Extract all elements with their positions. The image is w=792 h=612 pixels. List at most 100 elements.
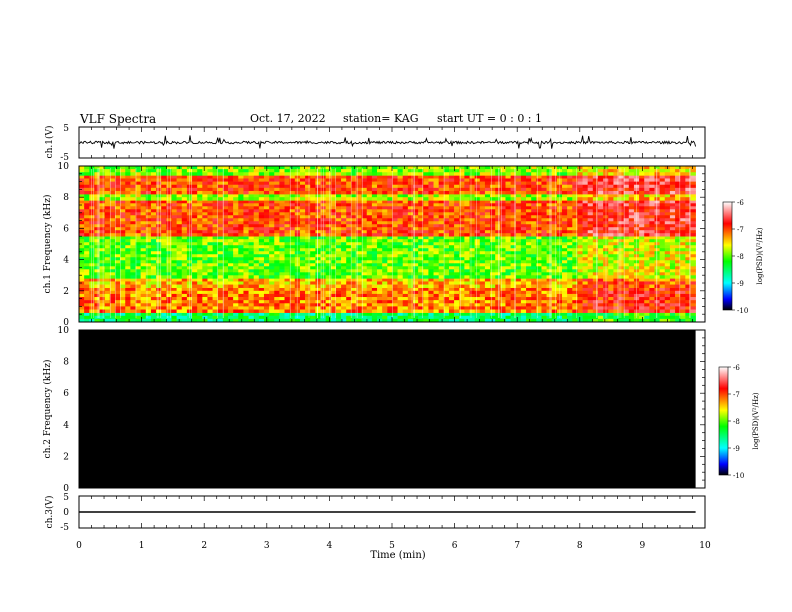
heatmap-cell [515, 221, 522, 225]
heatmap-cell [664, 300, 671, 304]
heatmap-cell [685, 281, 691, 285]
heatmap-cell [114, 245, 121, 249]
heatmap-cell [161, 206, 167, 210]
heatmap-cell [546, 263, 553, 267]
heatmap-cell [361, 233, 368, 237]
heatmap-cell [623, 200, 630, 204]
heatmap-cell [597, 224, 604, 228]
heatmap-cell [407, 318, 414, 323]
heatmap-cell [228, 263, 234, 267]
heatmap-cell [351, 260, 357, 264]
heatmap-cell [531, 315, 537, 320]
heatmap-cell [664, 203, 671, 207]
heatmap-cell [171, 251, 177, 255]
heatmap-cell [418, 242, 424, 246]
heatmap-cell [685, 200, 691, 204]
heatmap-cell [243, 215, 249, 219]
heatmap-cell [294, 275, 301, 279]
heatmap-cell [130, 257, 136, 261]
heatmap-cell [608, 236, 614, 240]
heatmap-cell [243, 312, 249, 317]
heatmap-cell [572, 209, 578, 213]
heatmap-cell [325, 206, 332, 210]
heatmap-cell [274, 309, 280, 313]
heatmap-cell [515, 266, 522, 270]
heatmap-cell [248, 312, 255, 317]
heatmap-cell [618, 309, 624, 313]
heatmap-cell [305, 239, 311, 243]
heatmap-cell [197, 224, 203, 228]
heatmap-cell [346, 212, 352, 216]
heatmap-cell [515, 297, 522, 301]
heatmap-cell [526, 293, 532, 298]
heatmap-cell [233, 272, 239, 276]
heatmap-cell [356, 287, 362, 292]
heatmap-cell [186, 278, 193, 282]
heatmap-cell [484, 260, 491, 264]
heatmap-cell [330, 200, 337, 204]
heatmap-cell [546, 303, 553, 307]
heatmap-cell [397, 242, 404, 246]
heatmap-cell [531, 290, 537, 295]
heatmap-cell [299, 248, 306, 252]
heatmap-cell [649, 200, 655, 204]
heatmap-cell [551, 224, 558, 228]
heatmap-cell [536, 209, 542, 213]
heatmap-cell [140, 254, 147, 258]
heatmap-cell [438, 290, 445, 295]
heatmap-cell [659, 239, 666, 243]
heatmap-cell [382, 233, 388, 237]
heatmap-cell [346, 239, 352, 243]
heatmap-cell [192, 212, 198, 216]
heatmap-cell [597, 309, 604, 313]
heatmap-cell [531, 260, 537, 264]
heatmap-cell [387, 227, 393, 231]
heatmap-cell [320, 269, 326, 273]
heatmap-cell [114, 212, 121, 216]
heatmap-cell [228, 248, 234, 252]
heatmap-cell [628, 200, 635, 204]
heatmap-cell [150, 212, 157, 216]
heatmap-cell [330, 318, 337, 323]
heatmap-cell [233, 221, 239, 225]
heatmap-cell [109, 293, 116, 298]
heatmap-cell [145, 318, 152, 323]
heatmap-cell [233, 278, 239, 282]
heatmap-cell [335, 239, 342, 243]
heatmap-cell [181, 215, 188, 219]
heatmap-cell [510, 224, 517, 228]
heatmap-cell [613, 266, 619, 270]
heatmap-cell [99, 312, 105, 317]
heatmap-cell [222, 227, 229, 231]
heatmap-cell [608, 263, 614, 267]
heatmap-cell [490, 224, 496, 228]
heatmap-cell [202, 297, 208, 301]
heatmap-cell [469, 227, 475, 231]
heatmap-cell [685, 269, 691, 273]
heatmap-cell [382, 275, 388, 279]
heatmap-cell [269, 200, 275, 204]
heatmap-cell [500, 266, 506, 270]
heatmap-cell [253, 269, 260, 273]
heatmap-cell [541, 281, 547, 285]
heatmap-cell [320, 248, 326, 252]
heatmap-cell [109, 312, 116, 317]
heatmap-cell [243, 306, 249, 310]
heatmap-cell [628, 290, 635, 295]
heatmap-cell [628, 312, 635, 317]
heatmap-cell [690, 212, 696, 216]
heatmap-cell [587, 239, 594, 243]
heatmap-cell [315, 263, 321, 267]
heatmap-cell [366, 251, 373, 255]
heatmap-cell [114, 297, 121, 301]
heatmap-cell [469, 218, 475, 222]
heatmap-cell [104, 309, 111, 313]
heatmap-cell [176, 221, 183, 225]
heatmap-cell [639, 251, 645, 255]
heatmap-cell [120, 269, 126, 273]
heatmap-cell [228, 230, 234, 234]
heatmap-cell [413, 318, 419, 323]
heatmap-cell [310, 224, 316, 228]
heatmap-cell [690, 318, 696, 323]
heatmap-cell [520, 284, 527, 288]
